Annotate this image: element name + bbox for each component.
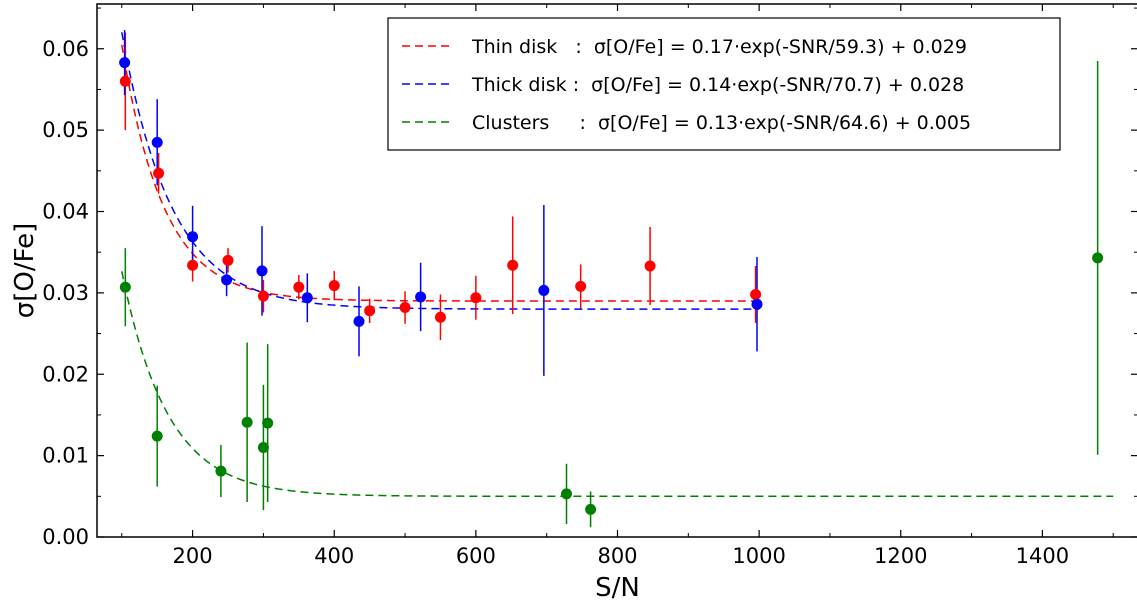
data-point-thin-disk (575, 280, 587, 292)
x-tick-label: 800 (597, 544, 637, 568)
plot-frame (96, 3, 1137, 538)
data-point-thick-disk (221, 274, 233, 286)
data-point-clusters (257, 441, 269, 453)
data-point-thin-disk (399, 302, 411, 314)
data-point-clusters (262, 417, 274, 429)
data-point-thin-disk (364, 305, 376, 317)
legend-label-clusters: Clusters : σ[O/Fe] = 0.13·exp(-SNR/64.6)… (472, 112, 971, 134)
tick-labels: 200 400 600 800 1000 1200 1400 0.00 0.01 0.02 0.03… (42, 37, 1069, 568)
data-point-thick-disk (119, 57, 131, 69)
x-axis-label: S/N (595, 573, 640, 603)
y-tick-label: 0.01 (42, 444, 89, 468)
data-point-thin-disk (293, 281, 305, 293)
data-point-clusters (151, 430, 163, 442)
data-point-clusters (119, 281, 131, 293)
y-tick-label: 0.02 (42, 362, 89, 386)
data-point-thick-disk (415, 291, 427, 303)
data-point-clusters (561, 488, 573, 500)
y-tick-label: 0.04 (42, 200, 89, 224)
data-point-thin-disk (257, 290, 269, 302)
data-point-clusters (585, 503, 597, 515)
fit-curve-clusters (121, 271, 1114, 498)
data-point-thick-disk (751, 298, 763, 310)
data-point-thick-disk (187, 231, 199, 243)
data-point-thin-disk (119, 75, 131, 87)
y-tick-label: 0.03 (42, 281, 89, 305)
data-point-thick-disk (256, 265, 268, 277)
fit-curve-thick-disk (121, 32, 760, 310)
y-tick-label: 0.06 (42, 37, 89, 61)
data-point-thick-disk (151, 136, 163, 148)
y-tick-label: 0.05 (42, 118, 89, 142)
data-point-thick-disk (538, 284, 550, 296)
legend-label-thin-disk: Thin disk : σ[O/Fe] = 0.17·exp(-SNR/59.3… (471, 36, 967, 58)
data-point-thick-disk (301, 292, 313, 304)
data-point-thin-disk (644, 260, 656, 272)
y-tick-label: 0.00 (42, 525, 89, 549)
y-axis-label: σ[O/Fe] (10, 223, 40, 319)
data-point-thin-disk (187, 259, 199, 271)
data-point-thin-disk (222, 254, 234, 266)
data-point-thin-disk (470, 292, 482, 304)
data-point-thin-disk (434, 311, 446, 323)
legend-box (387, 17, 1061, 151)
legend-label-thick-disk: Thick disk : σ[O/Fe] = 0.14·exp(-SNR/70.… (471, 74, 964, 96)
data-point-clusters (241, 416, 253, 428)
data-point-clusters (215, 465, 227, 477)
x-tick-label: 1000 (732, 544, 785, 568)
x-tick-label: 1400 (1016, 544, 1069, 568)
data-point-thin-disk (328, 280, 340, 292)
legend: Thin disk : σ[O/Fe] = 0.17·exp(-SNR/59.3… (387, 17, 1061, 151)
x-tick-label: 600 (456, 544, 496, 568)
data-point-thick-disk (353, 315, 365, 327)
x-tick-label: 1200 (874, 544, 927, 568)
x-tick-label: 200 (173, 544, 213, 568)
data-point-clusters (1092, 252, 1104, 264)
data-points (119, 57, 1104, 515)
data-point-thin-disk (750, 289, 762, 301)
data-point-thin-disk (153, 167, 165, 179)
data-point-thin-disk (507, 259, 519, 271)
x-tick-label: 400 (314, 544, 354, 568)
